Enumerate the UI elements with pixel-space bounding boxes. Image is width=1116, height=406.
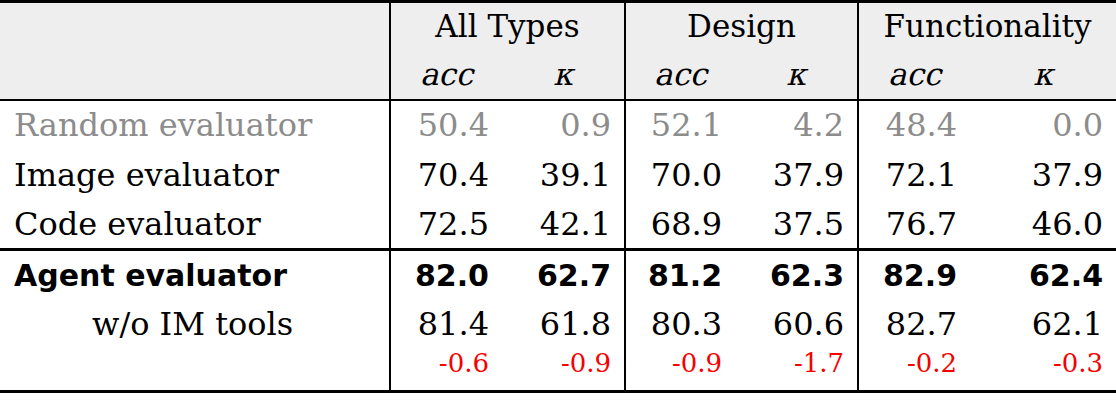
row-label: Code evaluator — [0, 200, 390, 250]
value-cell: 37.5 — [735, 200, 858, 250]
value-cell: 62.3 — [735, 250, 858, 301]
value-cell: 0.9 — [502, 100, 625, 150]
value-cell: 39.1 — [502, 150, 625, 200]
paper-table-figure: All Types Design Functionality acc κ acc… — [0, 0, 1116, 406]
value-cell: 82.9 — [858, 250, 970, 301]
value-cell: 0.0 — [970, 100, 1116, 150]
delta-cell: -0.6 — [390, 347, 502, 392]
row-random-evaluator: Random evaluator 50.4 0.9 52.1 4.2 48.4 … — [0, 100, 1116, 150]
table-body: Random evaluator 50.4 0.9 52.1 4.2 48.4 … — [0, 100, 1116, 392]
value-cell: 37.9 — [970, 150, 1116, 200]
group-header-all-types: All Types — [390, 2, 625, 49]
subheader-acc-functionality: acc — [858, 49, 970, 100]
value-cell: 50.4 — [390, 100, 502, 150]
subheader-kappa-functionality: κ — [970, 49, 1116, 100]
value-cell: 68.9 — [625, 200, 735, 250]
value-cell: 42.1 — [502, 200, 625, 250]
value-cell: 52.1 — [625, 100, 735, 150]
delta-cell: -0.3 — [970, 347, 1116, 392]
row-label: w/o IM tools — [0, 301, 390, 347]
value-cell: 48.4 — [858, 100, 970, 150]
subheader-kappa-all-types: κ — [502, 49, 625, 100]
value-cell: 70.4 — [390, 150, 502, 200]
value-cell: 72.1 — [858, 150, 970, 200]
value-cell: 60.6 — [735, 301, 858, 347]
value-cell: 62.7 — [502, 250, 625, 301]
value-cell: 62.1 — [970, 301, 1116, 347]
value-cell: 82.7 — [858, 301, 970, 347]
subheader-acc-design: acc — [625, 49, 735, 100]
row-image-evaluator: Image evaluator 70.4 39.1 70.0 37.9 72.1… — [0, 150, 1116, 200]
value-cell: 46.0 — [970, 200, 1116, 250]
value-cell: 4.2 — [735, 100, 858, 150]
value-cell: 81.4 — [390, 301, 502, 347]
value-cell: 70.0 — [625, 150, 735, 200]
group-header-functionality: Functionality — [858, 2, 1116, 49]
group-header-row: All Types Design Functionality — [0, 2, 1116, 49]
value-cell: 37.9 — [735, 150, 858, 200]
corner-cell — [0, 2, 390, 100]
evaluator-comparison-table: All Types Design Functionality acc κ acc… — [0, 0, 1116, 393]
group-header-design: Design — [625, 2, 858, 49]
row-label: Random evaluator — [0, 100, 390, 150]
row-label: Image evaluator — [0, 150, 390, 200]
row-agent-evaluator: Agent evaluator 82.0 62.7 81.2 62.3 82.9… — [0, 250, 1116, 301]
subheader-acc-all-types: acc — [390, 49, 502, 100]
value-cell: 76.7 — [858, 200, 970, 250]
delta-cell: -1.7 — [735, 347, 858, 392]
table-header: All Types Design Functionality acc κ acc… — [0, 2, 1116, 100]
delta-cell: -0.9 — [502, 347, 625, 392]
row-label — [0, 347, 390, 392]
value-cell: 72.5 — [390, 200, 502, 250]
delta-cell: -0.9 — [625, 347, 735, 392]
row-wo-im-tools: w/o IM tools 81.4 61.8 80.3 60.6 82.7 62… — [0, 301, 1116, 347]
value-cell: 82.0 — [390, 250, 502, 301]
value-cell: 80.3 — [625, 301, 735, 347]
row-label: Agent evaluator — [0, 250, 390, 301]
value-cell: 61.8 — [502, 301, 625, 347]
row-code-evaluator: Code evaluator 72.5 42.1 68.9 37.5 76.7 … — [0, 200, 1116, 250]
subheader-kappa-design: κ — [735, 49, 858, 100]
value-cell: 81.2 — [625, 250, 735, 301]
delta-cell: -0.2 — [858, 347, 970, 392]
row-delta: -0.6 -0.9 -0.9 -1.7 -0.2 -0.3 — [0, 347, 1116, 392]
value-cell: 62.4 — [970, 250, 1116, 301]
